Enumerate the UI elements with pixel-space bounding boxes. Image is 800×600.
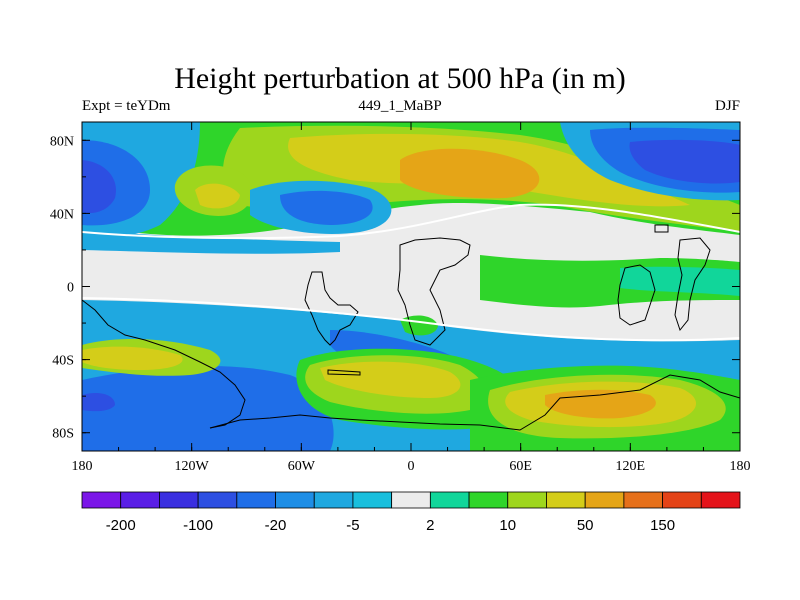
zero-contours: [82, 203, 740, 342]
colorbar-swatch: [313, 491, 354, 509]
colorbar-labels: -200 -100 -20 -5 2 10 50 150: [106, 517, 675, 534]
colorbar: [81, 491, 741, 509]
colorbar-swatch: [662, 491, 702, 509]
coast-australia: [617, 264, 656, 326]
colorbar-swatch: [584, 491, 625, 509]
contour-darkblue-atl: [280, 190, 373, 225]
chart-title: Height perturbation at 500 hPa (in m): [174, 62, 626, 95]
colorbar-swatch: [546, 491, 586, 509]
zero-line-south: [82, 297, 740, 342]
contour-darkblue-south: [82, 365, 334, 451]
x-tick-label: 180: [730, 459, 751, 474]
colorbar-swatch: [236, 491, 276, 509]
contour-blue-deep-south: [82, 393, 115, 412]
colorbar-swatch: [159, 491, 199, 509]
x-tick-label: 0: [408, 459, 415, 474]
experiment-label: Expt = teYDm: [82, 98, 171, 114]
x-tick-label: 120W: [175, 459, 210, 474]
colorbar-label: 50: [577, 517, 594, 534]
colorbar-label: 10: [499, 517, 516, 534]
y-tick-label: 40N: [50, 207, 74, 222]
contour-teal-east: [620, 266, 740, 296]
colorbar-label: -200: [106, 517, 136, 534]
contour-gold-spw: [82, 346, 183, 370]
x-tick-label: 60W: [288, 459, 316, 474]
colorbar-swatch: [275, 491, 315, 509]
colorbar-swatch: [81, 491, 122, 509]
y-tick-label: 80S: [52, 427, 74, 442]
contour-gold-na: [195, 183, 240, 209]
colorbar-swatch: [429, 491, 470, 509]
colorbar-swatch: [197, 491, 238, 509]
colorbar-label: -20: [265, 517, 287, 534]
coast-shelf: [327, 369, 361, 376]
colorbar-label: -100: [183, 517, 213, 534]
colorbar-label: 2: [426, 517, 434, 534]
season-label: DJF: [714, 98, 740, 114]
contour-orange-north: [400, 148, 540, 199]
zero-line-north: [82, 203, 740, 240]
colorbar-label: -5: [346, 517, 359, 534]
colorbar-swatch: [391, 491, 431, 509]
colorbar-label: 150: [650, 517, 675, 534]
colorbar-swatch: [120, 491, 160, 509]
coastlines: [82, 224, 740, 431]
contour-field: [82, 122, 740, 451]
coast-north-small: [654, 224, 669, 233]
coast-asia-east: [674, 237, 711, 332]
y-axis-ticks: 80N 40N 0 40S 80S: [50, 134, 740, 442]
x-axis-ticks: 180 120W 60W 0 60E 120E 180: [72, 122, 751, 474]
x-tick-label: 60E: [509, 459, 532, 474]
x-tick-label: 180: [72, 459, 93, 474]
coast-south-west: [82, 299, 246, 429]
y-tick-label: 0: [67, 281, 74, 296]
colorbar-swatch: [700, 491, 741, 509]
contour-deepblue-np: [82, 160, 116, 214]
x-tick-label: 120E: [616, 459, 646, 474]
y-tick-label: 40S: [52, 354, 74, 369]
colorbar-swatch: [623, 491, 663, 509]
coast-africa: [397, 237, 471, 346]
coast-antarctica: [209, 374, 740, 431]
colorbar-swatch: [507, 491, 547, 509]
case-label: 449_1_MaBP: [358, 98, 442, 114]
colorbar-swatch: [468, 491, 509, 509]
contour-deepblue-asia: [629, 139, 740, 184]
colorbar-swatch: [352, 491, 393, 509]
y-tick-label: 80N: [50, 134, 74, 149]
contour-gold-satl: [320, 361, 461, 398]
